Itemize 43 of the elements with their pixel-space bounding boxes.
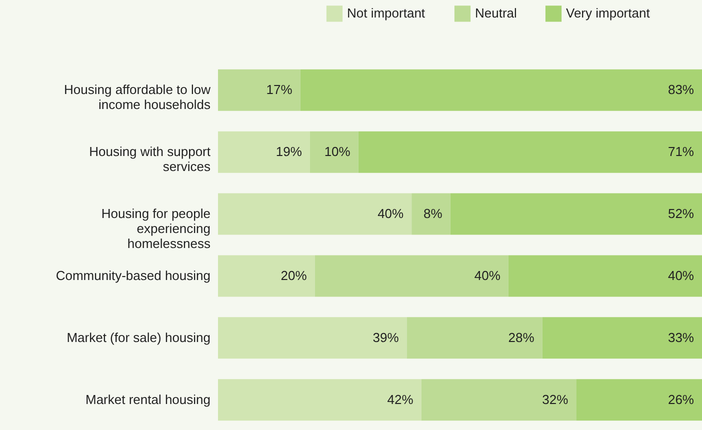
y-tick-label: Market rental housing [85,392,210,407]
y-tick-label: Housing affordable to low income households [64,82,212,112]
legend-label: Not important [347,6,426,21]
data-label: 40% [474,268,501,283]
bar [412,193,450,235]
legend-label: Neutral [475,6,518,21]
data-label: 17% [266,82,293,98]
bar [310,131,358,173]
data-label: 19% [276,144,302,160]
data-label: 52% [668,206,694,222]
data-label: 40% [378,206,404,222]
data-label: 39% [372,330,400,345]
bar [314,255,508,297]
bar [406,317,542,359]
data-label: 33% [668,330,694,345]
data-label: 32% [542,392,569,407]
bar [421,379,576,421]
data-label: 8% [424,206,443,222]
y-tick-label: Housing for people experiencing homelessness [101,206,211,252]
bar [300,69,702,111]
bar [576,379,702,421]
bar [218,317,407,359]
data-label: 10% [324,144,351,160]
data-label: 71% [668,144,694,160]
data-label: 20% [280,268,308,283]
bar [450,193,702,235]
legend-label: Very important [566,6,650,21]
bar [218,255,315,297]
y-tick-label: Community-based housing [56,268,210,283]
data-label: 42% [387,392,414,407]
bar [508,255,702,297]
bar [218,193,412,235]
bar [358,131,702,173]
data-label: 83% [668,82,694,98]
bar [542,317,702,359]
bar [218,69,300,111]
data-label: 28% [508,330,535,345]
data-label: 26% [668,392,694,407]
bar [218,379,422,421]
y-tick-label: Market (for sale) housing [66,330,210,345]
y-tick-label: Housing with support services [89,144,211,174]
data-label: 40% [668,268,694,283]
bar [218,131,310,173]
